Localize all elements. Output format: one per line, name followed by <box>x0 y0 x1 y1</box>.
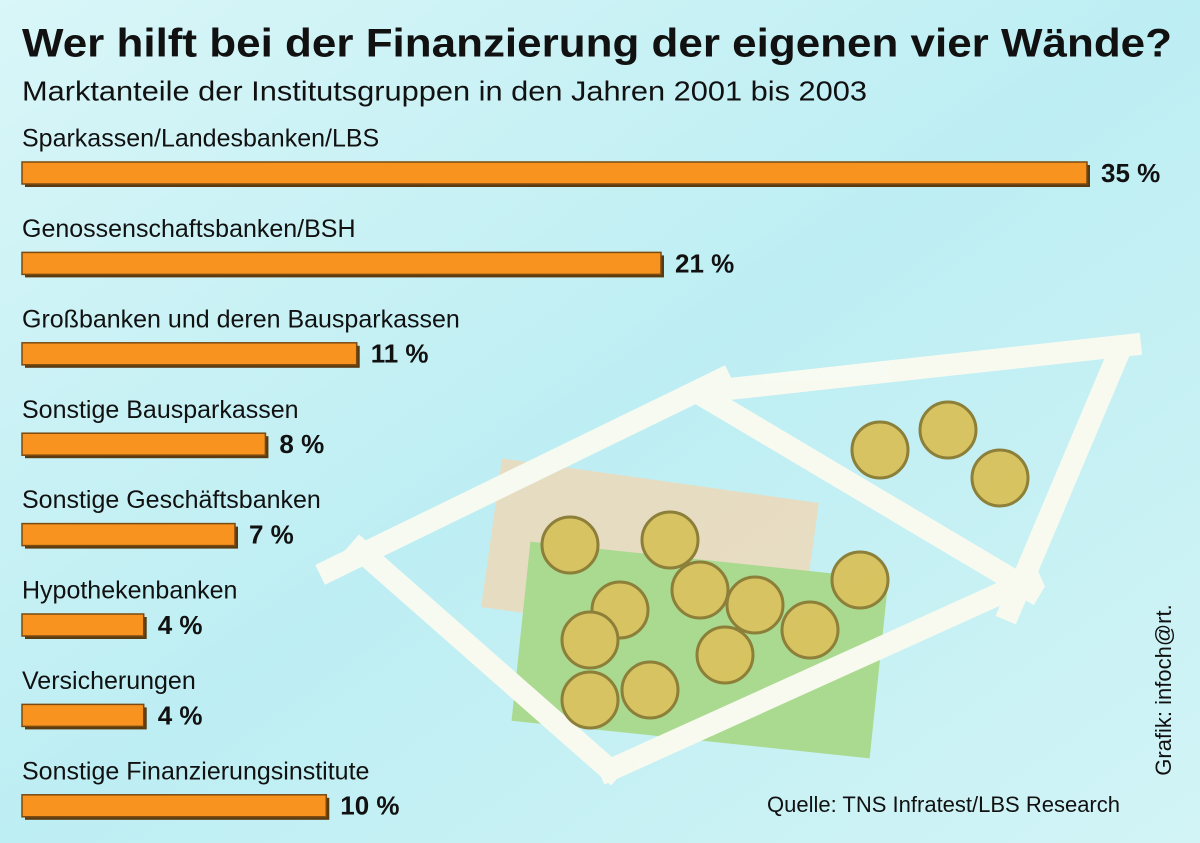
illustration <box>315 332 1143 786</box>
category-label: Genossenschaftsbanken/BSH <box>22 215 356 243</box>
value-label: 10 % <box>340 791 399 821</box>
category-label: Sparkassen/Landesbanken/LBS <box>22 125 379 153</box>
value-label: 11 % <box>371 339 429 369</box>
category-label: Großbanken und deren Bausparkassen <box>22 305 460 333</box>
value-label: 21 % <box>675 248 734 278</box>
bar <box>21 522 236 547</box>
category-label: Versicherungen <box>22 667 196 695</box>
value-label: 4 % <box>158 700 203 730</box>
chart-subtitle: Marktanteile der Institutsgruppen in den… <box>22 75 867 106</box>
bar <box>21 432 267 456</box>
value-label: 4 % <box>158 610 203 640</box>
category-label: Sonstige Bausparkassen <box>22 396 299 424</box>
source: Quelle: TNS Infratest/LBS Research <box>767 792 1120 817</box>
value-label: 7 % <box>249 519 294 549</box>
value-label: 35 % <box>1101 158 1160 188</box>
bar <box>21 161 1088 185</box>
value-label: 8 % <box>279 429 324 459</box>
bar <box>21 703 145 728</box>
bar <box>21 251 662 276</box>
category-label: Sonstige Geschäftsbanken <box>22 486 321 514</box>
category-label: Hypothekenbanken <box>22 577 237 605</box>
bar <box>21 342 358 366</box>
chart-title: Wer hilft bei der Finanzierung der eigen… <box>22 22 1172 66</box>
credit: Grafik: infoch@rt. <box>1151 604 1176 776</box>
category-label: Sonstige Finanzierungsinstitute <box>22 757 369 785</box>
bar <box>21 794 328 818</box>
bar <box>21 613 145 637</box>
